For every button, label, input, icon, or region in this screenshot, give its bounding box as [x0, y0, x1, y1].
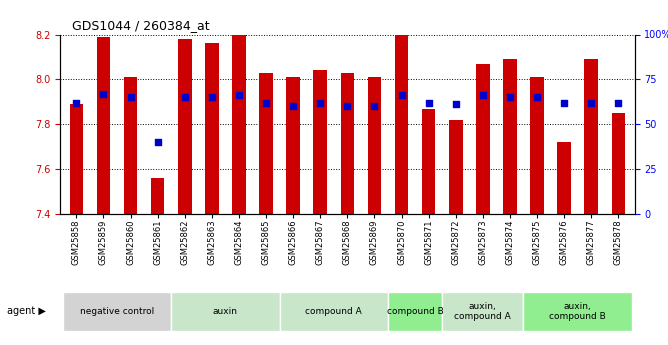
Point	[613, 100, 624, 106]
Bar	[259, 73, 273, 214]
Bar	[69, 104, 83, 214]
Text: GDS1044 / 260384_at: GDS1044 / 260384_at	[71, 19, 209, 32]
Point	[396, 93, 407, 98]
Text: auxin,
compound A: auxin, compound A	[454, 302, 511, 321]
Point	[206, 95, 217, 100]
Bar	[232, 34, 246, 214]
Point	[98, 91, 109, 97]
Point	[288, 104, 299, 109]
Bar	[97, 37, 110, 214]
Bar	[422, 109, 436, 214]
Text: compound B: compound B	[387, 307, 444, 316]
Point	[234, 93, 244, 98]
Bar	[341, 73, 354, 214]
Text: compound A: compound A	[305, 307, 362, 316]
Point	[424, 100, 434, 106]
Point	[152, 139, 163, 145]
Bar	[178, 39, 192, 214]
Point	[342, 104, 353, 109]
Text: auxin,
compound B: auxin, compound B	[549, 302, 606, 321]
Bar	[557, 142, 571, 214]
Bar	[395, 34, 408, 214]
Bar	[124, 77, 138, 214]
Point	[532, 95, 542, 100]
Bar	[367, 77, 381, 214]
Point	[559, 100, 570, 106]
Point	[261, 100, 271, 106]
Point	[125, 95, 136, 100]
Point	[369, 104, 380, 109]
Bar	[151, 178, 164, 214]
Text: negative control: negative control	[80, 307, 154, 316]
Bar	[287, 77, 300, 214]
Bar	[476, 64, 490, 214]
Point	[71, 100, 81, 106]
Bar	[205, 43, 218, 214]
Point	[450, 102, 461, 107]
Bar	[449, 120, 462, 214]
Bar	[584, 59, 598, 214]
Point	[478, 93, 488, 98]
Bar	[530, 77, 544, 214]
Point	[315, 100, 325, 106]
Text: auxin: auxin	[213, 307, 238, 316]
Bar	[313, 70, 327, 214]
Point	[180, 95, 190, 100]
Bar	[612, 113, 625, 214]
Text: agent ▶: agent ▶	[7, 306, 45, 316]
Point	[586, 100, 597, 106]
Bar	[503, 59, 517, 214]
Point	[504, 95, 515, 100]
